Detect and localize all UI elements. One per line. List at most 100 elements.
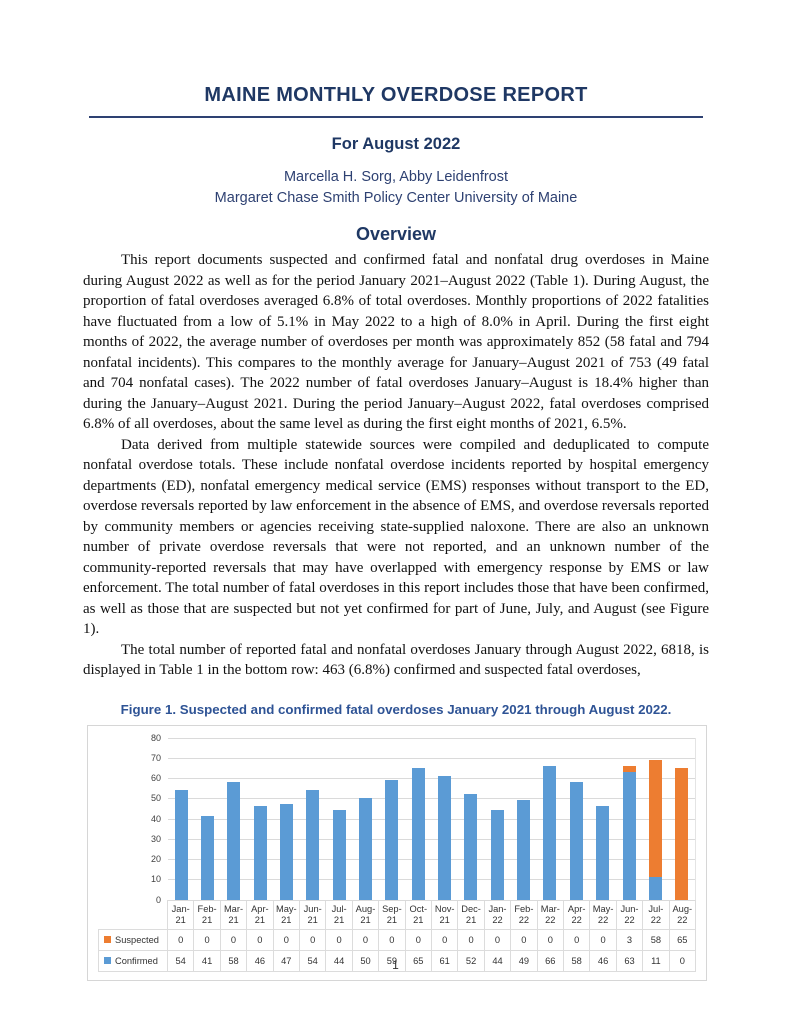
bar-segment-confirmed	[227, 782, 241, 900]
page-number: 1	[392, 958, 399, 972]
bar-column-may-22	[590, 738, 616, 900]
overview-heading: Overview	[355, 224, 437, 244]
value-suspected-jun-21: 0	[299, 929, 327, 951]
value-suspected-jan-21: 0	[168, 929, 195, 951]
month-header-mar-21: Mar- 21	[220, 899, 248, 930]
bar-mar-21	[227, 782, 241, 900]
value-suspected-may-21: 0	[273, 929, 300, 951]
bar-segment-suspected	[648, 759, 662, 878]
bar-segment-confirmed	[359, 798, 373, 900]
title-divider	[89, 116, 703, 118]
bar-column-feb-21	[194, 738, 220, 900]
bar-column-sep-21	[379, 738, 405, 900]
bar-jun-22	[622, 765, 636, 900]
month-header-aug-21: Aug- 21	[352, 899, 380, 930]
bar-segment-confirmed	[569, 782, 583, 900]
bar-jun-21	[306, 790, 320, 900]
report-subtitle: For August 2022	[331, 135, 461, 153]
value-suspected-aug-22: 65	[669, 929, 696, 951]
legend-swatch-suspected-icon	[104, 936, 111, 943]
gridline	[168, 859, 695, 860]
bar-column-may-21	[273, 738, 299, 900]
bar-column-mar-22	[537, 738, 563, 900]
value-suspected-aug-21: 0	[352, 929, 380, 951]
bars-container	[168, 738, 695, 900]
month-header-may-22: May- 22	[590, 899, 617, 930]
value-confirmed-aug-21: 50	[352, 950, 380, 972]
gridline	[168, 838, 695, 840]
bar-may-22	[596, 806, 610, 900]
value-confirmed-mar-22: 66	[537, 950, 564, 972]
month-header-feb-22: Feb- 22	[511, 899, 538, 930]
gridline	[168, 798, 695, 800]
gridline	[168, 778, 695, 779]
y-axis-tick-label: 60	[150, 773, 161, 783]
month-header-apr-21: Apr- 21	[247, 899, 274, 930]
bar-segment-confirmed	[306, 790, 320, 900]
month-header-jul-21: Jul- 21	[326, 899, 353, 930]
month-header-jun-21: Jun- 21	[299, 899, 327, 930]
y-axis-tick-label: 20	[150, 854, 161, 864]
value-confirmed-jan-21: 54	[168, 950, 195, 972]
value-confirmed-dec-21: 52	[458, 950, 485, 972]
value-suspected-apr-21: 0	[247, 929, 274, 951]
month-header-nov-21: Nov- 21	[431, 899, 459, 930]
gridline	[168, 818, 695, 820]
value-confirmed-sep-21: 59	[379, 950, 406, 972]
value-suspected-dec-21: 0	[458, 929, 485, 951]
bar-jul-22	[648, 759, 662, 900]
bar-column-jan-22	[484, 738, 510, 900]
bar-aug-22	[675, 767, 689, 900]
gridline	[168, 899, 695, 901]
legend-row-label-confirmed: Confirmed	[98, 950, 168, 972]
bar-column-jun-22	[616, 738, 642, 900]
bar-segment-confirmed	[332, 810, 346, 900]
bar-column-oct-21	[405, 738, 431, 900]
page-content: MAINE MONTHLY OVERDOSE REPORT For August…	[83, 84, 709, 981]
bar-jan-21	[174, 790, 188, 900]
bar-feb-22	[517, 800, 531, 900]
value-confirmed-apr-22: 58	[563, 950, 591, 972]
bar-segment-confirmed	[464, 794, 478, 900]
bar-column-aug-21	[352, 738, 378, 900]
month-header-mar-22: Mar- 22	[537, 899, 564, 930]
affiliation-line: Margaret Chase Smith Policy Center Unive…	[214, 190, 578, 206]
y-axis-tick-label: 40	[150, 813, 161, 824]
bar-aug-21	[359, 798, 373, 900]
bar-segment-confirmed	[253, 806, 267, 900]
month-header-sep-21: Sep- 21	[379, 899, 406, 930]
value-confirmed-jul-21: 44	[326, 950, 353, 972]
bar-nov-21	[438, 775, 452, 900]
report-title: MAINE MONTHLY OVERDOSE REPORT	[204, 84, 588, 106]
bar-column-nov-21	[431, 738, 457, 900]
y-axis-tick-label: 0	[155, 894, 161, 905]
chart-data-table: Jan- 21 Feb- 21 Mar- 21 Apr- 21 May- 21 Jun- …	[98, 899, 696, 972]
value-confirmed-jul-22: 11	[643, 950, 670, 972]
legend-label-text: Confirmed	[115, 955, 158, 966]
month-header-dec-21: Dec- 21	[458, 899, 485, 930]
bar-segment-confirmed	[438, 775, 452, 900]
value-confirmed-may-22: 46	[590, 950, 617, 972]
month-header-jul-22: Jul- 22	[643, 899, 670, 930]
bar-column-dec-21	[458, 738, 484, 900]
gridline	[168, 757, 695, 759]
value-suspected-oct-21: 0	[405, 929, 432, 951]
gridline	[168, 737, 695, 739]
bar-segment-confirmed	[596, 806, 610, 900]
figure-1-chart: 0 10 20 30 40 50 60 70 80 Jan- 21 Feb- 21 Mar- 21 A…	[87, 724, 707, 981]
value-confirmed-apr-21: 46	[247, 950, 274, 972]
value-suspected-jul-21: 0	[326, 929, 353, 951]
bar-column-apr-21	[247, 738, 273, 900]
value-confirmed-jun-22: 63	[616, 950, 644, 972]
table-corner-cell	[98, 899, 168, 930]
authors-line: Marcella H. Sorg, Abby Leidenfrost	[283, 169, 509, 185]
bar-jul-21	[332, 810, 346, 900]
bar-sep-21	[385, 780, 399, 900]
value-suspected-feb-22: 0	[511, 929, 538, 951]
bar-may-21	[280, 804, 294, 900]
value-suspected-jul-22: 58	[643, 929, 670, 951]
value-suspected-nov-21: 0	[431, 929, 459, 951]
overview-paragraph-2: Data derived from multiple statewide sou…	[83, 436, 709, 638]
bar-segment-confirmed	[622, 771, 636, 900]
